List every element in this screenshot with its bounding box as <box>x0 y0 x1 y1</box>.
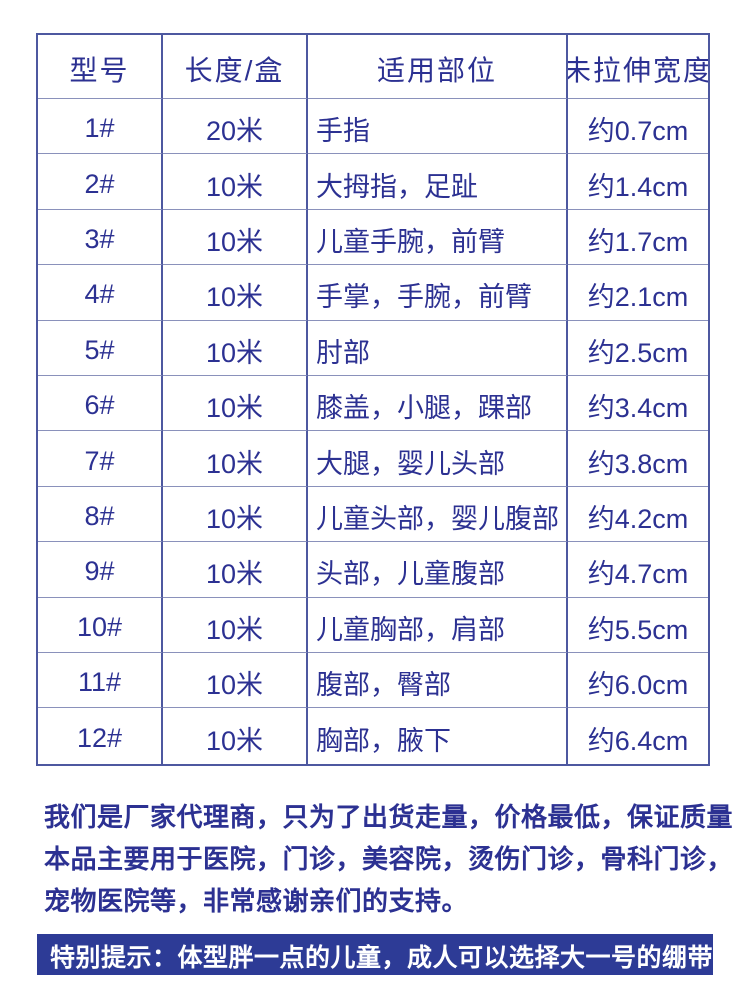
cell-model: 8# <box>38 486 163 543</box>
cell-model: 2# <box>38 154 163 210</box>
table-row: 11# 10米 腹部，臀部 约6.0cm <box>38 652 708 709</box>
cell-parts: 膝盖，小腿，踝部 <box>308 375 568 432</box>
table-row: 10# 10米 儿童胸部，肩部 约5.5cm <box>38 597 708 653</box>
cell-length: 10米 <box>163 265 308 321</box>
table-row: 8# 10米 儿童头部，婴儿腹部 约4.2cm <box>38 486 708 543</box>
cell-length: 10米 <box>163 597 308 653</box>
table-header-row: 型号 长度/盒 适用部位 未拉伸宽度 <box>38 35 708 99</box>
cell-model: 5# <box>38 320 163 376</box>
cell-length: 10米 <box>163 542 308 598</box>
cell-width: 约6.4cm <box>587 725 689 756</box>
cell-width: 约4.7cm <box>568 542 708 598</box>
table-row: 12# 10米 胸部，腋下 约6.4cm <box>38 708 708 764</box>
cell-length: 10米 <box>163 431 308 487</box>
size-table: 型号 长度/盒 适用部位 未拉伸宽度 1# 20米 手指 约0.7cm 2# 1… <box>36 33 710 766</box>
cell-parts: 大拇指，足趾 <box>308 154 568 210</box>
cell-width: 约1.4cm <box>568 154 708 210</box>
header-cell-length: 长度/盒 <box>163 35 308 99</box>
description-line: 本品主要用于医院，门诊，美容院，烫伤门诊，骨科门诊， <box>44 844 734 874</box>
cell-model: 9# <box>38 542 163 598</box>
cell-model: 12# <box>38 708 163 764</box>
cell-model: 7# <box>38 431 163 487</box>
cell-width: 约1.7cm <box>568 210 708 266</box>
table-row: 7# 10米 大腿，婴儿头部 约3.8cm <box>38 431 708 487</box>
cell-model: 6# <box>38 375 163 432</box>
description-line: 宠物医院等，非常感谢亲们的支持。 <box>44 886 469 916</box>
table-row: 5# 10米 肘部 约2.5cm <box>38 320 708 376</box>
header-cell-parts: 适用部位 <box>308 35 568 99</box>
product-description: 我们是厂家代理商，只为了出货走量，价格最低，保证质量 本品主要用于医院，门诊，美… <box>44 796 734 922</box>
cell-model: 11# <box>38 652 163 709</box>
cell-parts: 肘部 <box>308 320 568 376</box>
cell-length: 10米 <box>163 708 308 764</box>
cell-width: 约2.5cm <box>568 321 708 376</box>
cell-parts: 头部，儿童腹部 <box>308 542 568 598</box>
cell-parts: 胸部，腋下 <box>308 708 568 764</box>
table-row: 6# 10米 膝盖，小腿，踝部 约3.4cm <box>38 375 708 432</box>
cell-parts: 儿童手腕，前臂 <box>308 209 568 266</box>
cell-length: 10米 <box>163 154 308 210</box>
cell-parts: 手掌，手腕，前臂 <box>308 265 568 321</box>
table-row: 9# 10米 头部，儿童腹部 约4.7cm <box>38 542 708 598</box>
table-row: 2# 10米 大拇指，足趾 约1.4cm <box>38 154 708 210</box>
cell-length: 10米 <box>163 652 308 709</box>
cell-parts: 手指 <box>308 99 568 155</box>
cell-parts: 儿童头部，婴儿腹部 <box>308 486 568 543</box>
cell-length: 20米 <box>163 99 308 155</box>
cell-length: 10米 <box>163 375 308 432</box>
notice-text: 特别提示：体型胖一点的儿童，成人可以选择大一号的绷带. <box>50 943 721 972</box>
cell-width: 约3.4cm <box>568 376 708 432</box>
cell-width: 约4.2cm <box>568 487 708 543</box>
cell-width: 约6.0cm <box>568 653 708 709</box>
cell-model: 3# <box>38 209 163 266</box>
cell-length: 10米 <box>163 209 308 266</box>
table-row: 4# 10米 手掌，手腕，前臂 约2.1cm <box>38 265 708 321</box>
cell-parts: 腹部，臀部 <box>308 652 568 709</box>
header-cell-model: 型号 <box>38 35 163 99</box>
notice-banner: 特别提示：体型胖一点的儿童，成人可以选择大一号的绷带. <box>37 934 720 975</box>
cell-parts: 大腿，婴儿头部 <box>308 431 568 487</box>
table-row: 1# 20米 手指 约0.7cm <box>38 99 708 155</box>
cell-model: 1# <box>38 99 163 155</box>
cell-parts: 儿童胸部，肩部 <box>308 597 568 653</box>
cell-model: 10# <box>38 597 163 653</box>
cell-width: 约2.1cm <box>568 265 708 321</box>
description-line: 我们是厂家代理商，只为了出货走量，价格最低，保证质量 <box>44 802 734 832</box>
table-row: 3# 10米 儿童手腕，前臂 约1.7cm <box>38 209 708 266</box>
cell-width: 约5.5cm <box>568 598 708 653</box>
cell-model: 4# <box>38 265 163 321</box>
header-cell-width: 未拉伸宽度 <box>568 35 708 99</box>
cell-length: 10米 <box>163 320 308 376</box>
cell-length: 10米 <box>163 486 308 543</box>
cell-width: 约0.7cm <box>568 99 708 155</box>
cell-width: 约3.8cm <box>568 431 708 487</box>
